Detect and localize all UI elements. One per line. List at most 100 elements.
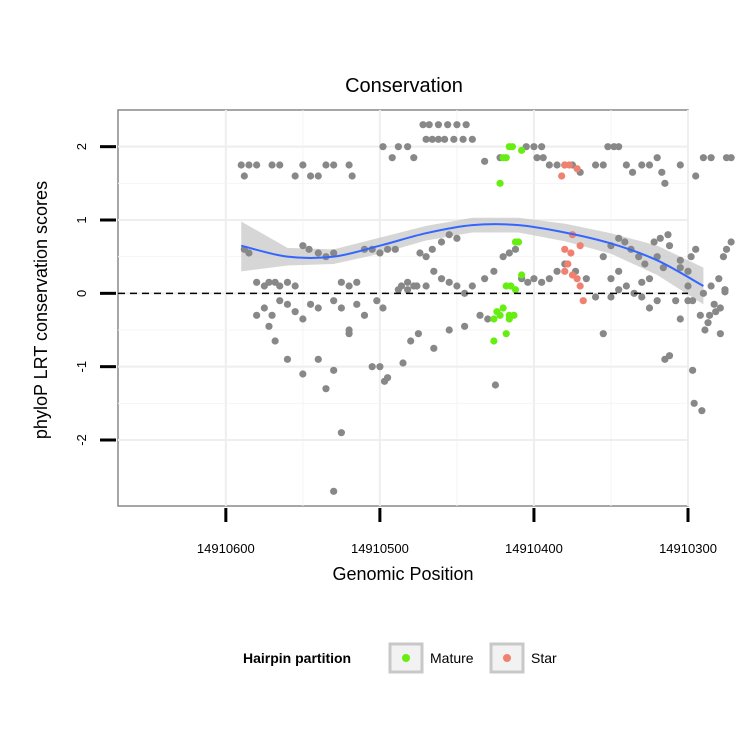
data-point-other xyxy=(314,304,322,312)
data-point-other xyxy=(283,278,292,286)
data-point-other xyxy=(299,242,307,250)
data-point-other xyxy=(422,282,430,290)
data-point-other xyxy=(712,308,720,316)
data-point-other xyxy=(665,352,674,360)
data-point-other xyxy=(376,249,384,257)
data-point-other xyxy=(699,154,708,162)
data-point-other xyxy=(404,286,412,294)
data-point-other xyxy=(283,355,292,363)
points-layer xyxy=(237,121,735,495)
data-point-mature xyxy=(490,337,498,345)
data-point-other xyxy=(692,245,700,253)
y-tick-label: -2 xyxy=(74,434,89,446)
data-point-other xyxy=(582,275,590,283)
data-point-other xyxy=(445,231,453,239)
data-point-other xyxy=(414,330,423,338)
data-point-other xyxy=(276,282,284,290)
data-point-other xyxy=(253,311,261,319)
legend-marker-mature xyxy=(402,654,410,662)
confidence-band xyxy=(241,217,704,305)
data-point-other xyxy=(453,234,461,242)
data-point-other xyxy=(322,385,330,393)
data-point-other xyxy=(689,366,697,374)
data-point-mature xyxy=(518,271,526,279)
data-point-other xyxy=(283,300,292,308)
data-point-other xyxy=(459,135,467,143)
data-point-other xyxy=(599,161,607,169)
data-point-other xyxy=(468,135,476,143)
data-point-other xyxy=(410,154,418,162)
data-point-other xyxy=(394,286,402,294)
plot-background xyxy=(117,109,689,507)
data-point-star xyxy=(576,282,584,290)
data-point-star xyxy=(561,245,569,253)
data-point-other xyxy=(345,330,353,338)
data-point-other xyxy=(505,249,513,257)
data-point-other xyxy=(719,253,728,261)
data-point-other xyxy=(710,300,718,308)
data-point-other xyxy=(291,172,299,180)
data-point-other xyxy=(705,311,714,319)
data-point-other xyxy=(715,275,723,283)
data-point-other xyxy=(727,154,735,162)
y-tick-label: 0 xyxy=(74,290,89,297)
data-point-other xyxy=(538,143,546,151)
data-point-star xyxy=(561,267,569,275)
data-point-other xyxy=(591,293,600,301)
data-point-other xyxy=(299,161,307,169)
data-point-other xyxy=(428,135,436,143)
data-point-other xyxy=(621,238,629,246)
data-point-other xyxy=(444,121,452,129)
data-point-other xyxy=(348,172,356,180)
data-point-other xyxy=(306,300,315,308)
data-point-other xyxy=(721,288,729,296)
data-point-other xyxy=(699,289,708,297)
data-point-other xyxy=(591,161,600,169)
data-point-other xyxy=(530,143,538,151)
data-point-other xyxy=(696,311,704,319)
data-point-other xyxy=(337,429,345,437)
data-point-mature xyxy=(502,154,510,162)
data-point-other xyxy=(491,381,500,389)
data-point-other xyxy=(650,238,658,246)
data-point-other xyxy=(260,304,268,312)
y-tick-label: 2 xyxy=(74,143,89,150)
data-point-other xyxy=(684,297,692,305)
data-point-other xyxy=(659,264,667,272)
data-point-other xyxy=(419,121,427,129)
data-point-mature xyxy=(508,143,516,151)
data-point-other xyxy=(676,256,684,264)
x-tick-label: 14910400 xyxy=(505,541,563,556)
data-point-other xyxy=(430,344,438,352)
x-tick-label: 14910300 xyxy=(659,541,717,556)
data-point-other xyxy=(461,322,469,330)
data-point-other xyxy=(638,293,646,301)
data-point-other xyxy=(462,121,470,129)
data-point-star xyxy=(573,165,581,173)
data-point-other xyxy=(245,249,253,257)
data-point-other xyxy=(428,245,436,253)
data-point-other xyxy=(394,143,402,151)
data-point-other xyxy=(380,377,389,385)
data-point-other xyxy=(615,267,623,275)
data-point-other xyxy=(687,253,695,261)
data-point-other xyxy=(314,172,322,180)
data-point-other xyxy=(330,366,338,374)
plot-area xyxy=(117,109,735,507)
data-point-mature xyxy=(514,238,523,246)
data-point-mature xyxy=(496,179,504,187)
data-point-other xyxy=(291,308,299,316)
data-point-other xyxy=(437,238,446,246)
legend-label-star: Star xyxy=(531,650,557,666)
data-point-other xyxy=(538,278,546,286)
data-point-other xyxy=(253,161,261,169)
data-point-other xyxy=(240,172,248,180)
data-point-other xyxy=(727,238,735,246)
data-point-star xyxy=(579,297,587,305)
data-point-other xyxy=(635,253,643,261)
data-point-other xyxy=(622,282,630,290)
y-tick-label: -1 xyxy=(74,361,89,373)
data-point-other xyxy=(445,326,453,334)
data-point-other xyxy=(253,278,261,286)
data-point-other xyxy=(391,245,399,253)
